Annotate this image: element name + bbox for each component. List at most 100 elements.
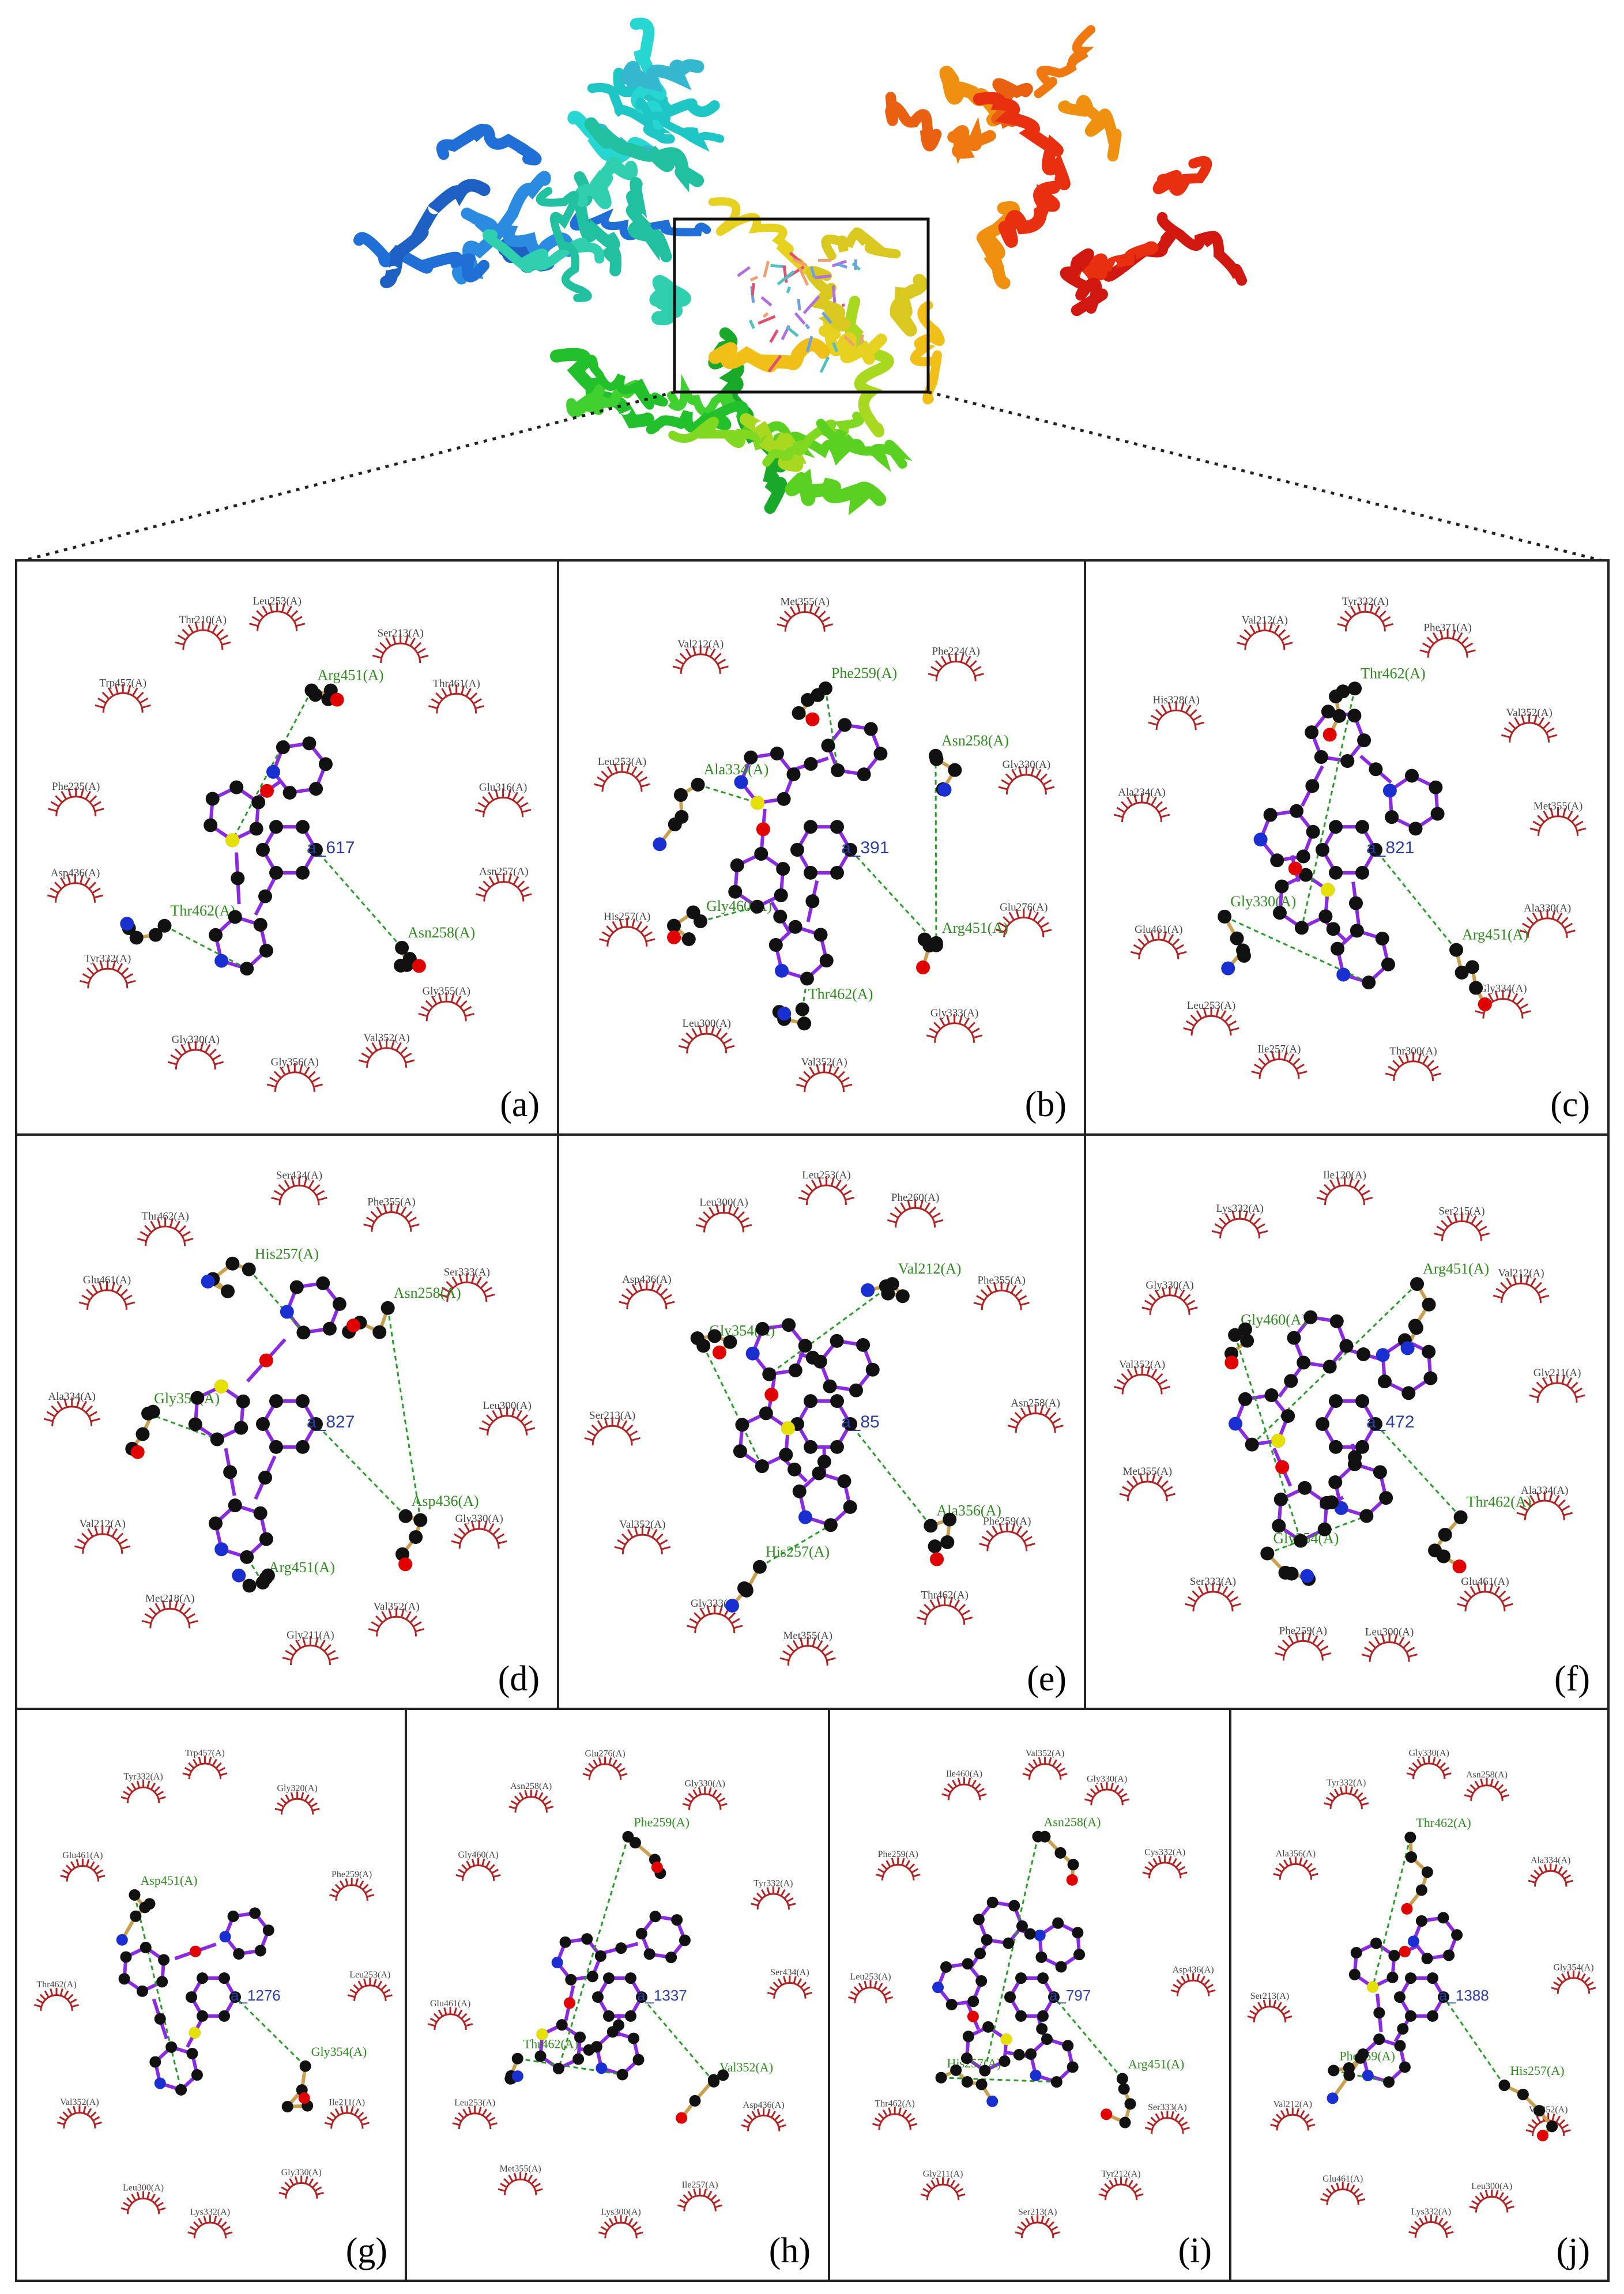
- atom: [1320, 883, 1335, 897]
- ribbon-segment: [461, 208, 575, 258]
- binding-site-box: [673, 217, 930, 394]
- ribbon-segment: [1058, 95, 1122, 162]
- atom: [1072, 1927, 1084, 1939]
- hydrophobic-contact-arc: [1113, 793, 1170, 822]
- atom: [1024, 1928, 1036, 1940]
- atom: [1355, 1440, 1369, 1454]
- ligand-id-label: a_391: [841, 838, 889, 857]
- hydrophobic-residue-label: Thr210(A): [179, 614, 227, 626]
- panel-label: (h): [768, 2231, 811, 2270]
- atom: [667, 930, 681, 944]
- hydrophobic-contact-arc: [187, 2215, 233, 2239]
- atom: [676, 2112, 688, 2124]
- ribbon-segment: [482, 229, 605, 273]
- atom: [653, 837, 667, 852]
- ribbon-segment: [620, 59, 704, 92]
- atom: [136, 1985, 148, 1997]
- hydrophobic-contact-arc: [1247, 1999, 1293, 2022]
- atom: [395, 940, 409, 955]
- hbond-residue-label: Gly354(A): [311, 2044, 367, 2059]
- atom: [186, 1991, 197, 2003]
- atom: [1288, 861, 1302, 876]
- atom: [1015, 2010, 1027, 2022]
- atom: [1379, 1491, 1393, 1505]
- atom: [723, 1335, 737, 1349]
- hydrophobic-residue-label: Gly211(A): [1533, 1367, 1581, 1379]
- ribbon-segment: [1153, 156, 1212, 196]
- docked-ligand-stick: [859, 334, 865, 345]
- hydrogen-bond: [702, 1345, 763, 1467]
- panel-label: (f): [1554, 1659, 1590, 1698]
- hydrophobic-contact-arc: [1148, 701, 1204, 730]
- hydrophobic-residue-label: Leu253(A): [802, 1169, 850, 1181]
- hydrogen-bond: [315, 849, 403, 948]
- atom: [302, 736, 316, 751]
- atom: [744, 750, 758, 764]
- hydrophobic-contact-arc: [1529, 1374, 1585, 1403]
- hydrophobic-contact-arc: [439, 1273, 495, 1302]
- hydrophobic-contact-arc: [1022, 1756, 1068, 1780]
- atom: [269, 865, 283, 880]
- hydrophobic-contact-arc: [926, 1014, 983, 1043]
- hydrophobic-contact-arc: [1237, 621, 1293, 650]
- atom: [158, 1954, 170, 1966]
- atom: [1275, 1460, 1290, 1474]
- ribbon-segment: [708, 197, 811, 275]
- hydrophobic-contact-arc: [1501, 713, 1558, 743]
- panel-label: (e): [1027, 1659, 1067, 1698]
- hydrophobic-contact-arc: [920, 2177, 966, 2201]
- atom: [665, 1952, 677, 1964]
- atom: [981, 1934, 993, 1946]
- docked-ligand-stick: [786, 286, 792, 293]
- atom: [372, 1325, 387, 1339]
- atom: [1357, 733, 1371, 748]
- atom: [262, 1924, 274, 1937]
- ribbon-segment: [1034, 25, 1096, 99]
- hydrogen-bond: [700, 906, 758, 922]
- interaction-diagram-d: Ser434(A) Phe355(A) Ser333(A) Leu300(A) Gly3…: [44, 1169, 536, 1666]
- hydrophobic-residue-label: Phe259(A): [1279, 1625, 1327, 1637]
- atom: [1073, 1949, 1086, 1961]
- hydrogen-bond: [387, 1308, 421, 1520]
- hydrophobic-residue-label: Ala330(A): [1524, 902, 1571, 914]
- panel-e: Leu253(A) Phe260(A) Phe355(A) Asn258(A) Phe2…: [557, 1133, 1086, 1710]
- atom: [735, 1418, 749, 1432]
- atom: [798, 1339, 812, 1353]
- hydrophobic-residue-label: Trp457(A): [99, 677, 146, 689]
- atom: [755, 1321, 770, 1336]
- atom: [1362, 975, 1376, 990]
- atom: [1449, 943, 1464, 957]
- hydrophobic-contact-arc: [1141, 1286, 1198, 1315]
- atom: [986, 1896, 998, 1908]
- hydrophobic-contact-arc: [48, 787, 104, 816]
- atom: [1062, 2040, 1074, 2052]
- hydrophobic-residue-label: Leu253(A): [1187, 1000, 1235, 1012]
- atom: [229, 780, 244, 794]
- atom: [144, 1898, 156, 1910]
- atom: [1406, 1851, 1418, 1863]
- hbond-residue-label: Arg451(A): [1128, 2057, 1184, 2071]
- hydrophobic-residue-label: Tyr332(A): [124, 1772, 163, 1782]
- hydrophobic-contact-arc: [682, 1787, 728, 1810]
- atom: [1316, 1417, 1329, 1431]
- ligand-id-label: a_472: [1366, 1412, 1414, 1432]
- atom: [762, 1367, 777, 1381]
- hydrophobic-residue-label: Ser213(A): [589, 1410, 635, 1422]
- atom: [1478, 997, 1492, 1012]
- atom: [296, 1394, 310, 1408]
- atom: [190, 1391, 205, 1405]
- hydrogen-bond: [517, 2058, 623, 2075]
- panel-h: Glu276(A) Gly330(A) Tyr332(A) Ser434(A) Asp4…: [405, 1708, 830, 2282]
- hydrophobic-residue-label: Glu461(A): [430, 1999, 470, 2009]
- atom: [879, 1279, 893, 1294]
- atom: [1348, 681, 1362, 696]
- atom: [1230, 931, 1244, 946]
- atom: [843, 1417, 857, 1431]
- atom: [1407, 1935, 1419, 1948]
- atom: [1329, 1394, 1343, 1408]
- atom: [975, 2078, 988, 2090]
- atom: [1013, 2048, 1025, 2061]
- atom: [1437, 1912, 1449, 1924]
- docked-ligand-stick: [832, 342, 839, 352]
- hydrophobic-residue-label: Val212(A): [1273, 2100, 1312, 2110]
